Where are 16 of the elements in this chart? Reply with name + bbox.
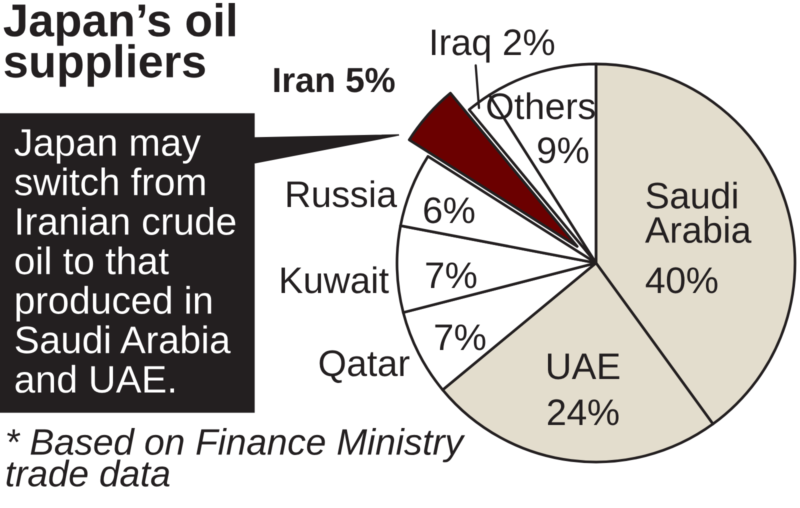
slice-label: Iran 5%: [274, 68, 395, 92]
text: * Based on Finance Ministry trade data: [6, 428, 466, 487]
chart-title: Japan’s oil suppliers: [4, 3, 235, 87]
text: Japan may switch from Iranian crude oil to that produced in Saudi Arabia and UAE.: [14, 129, 236, 393]
slice-label: Qatar: [320, 350, 410, 383]
slice-label: Russia: [288, 180, 397, 208]
data-label: 7%: [435, 324, 486, 350]
slice-label: Kuwait: [282, 266, 389, 294]
data-label: 7%: [426, 262, 476, 288]
slice-label: UAE: [548, 354, 620, 380]
slice-label: Iraq 2%: [432, 29, 554, 63]
data-label: 24%: [548, 399, 619, 426]
data-label: 9%: [538, 137, 588, 164]
data-label: 40%: [646, 267, 718, 294]
data-label: 6%: [424, 197, 474, 224]
slice-label: Saudi Arabia: [645, 182, 752, 244]
